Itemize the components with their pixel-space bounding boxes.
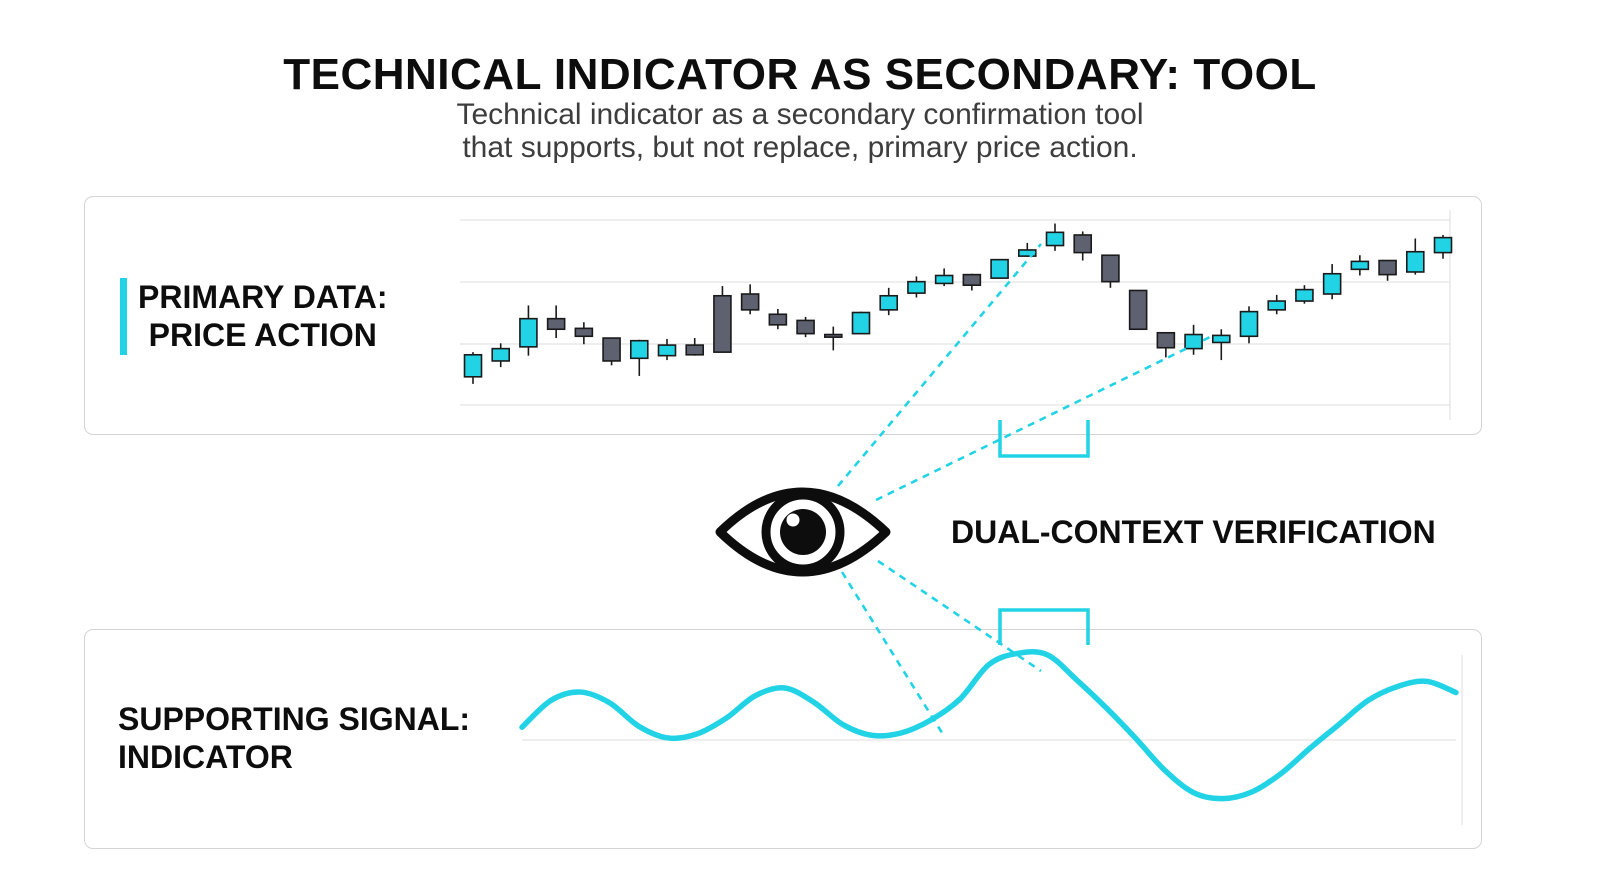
- candle: [1101, 254, 1120, 288]
- bearish-candle-body: [1156, 331, 1176, 349]
- candle: [990, 258, 1009, 279]
- candle: [1378, 259, 1397, 281]
- candle: [740, 284, 760, 315]
- connector-eye-to-indicator-trough: [840, 571, 946, 737]
- bearish-candle-body: [713, 294, 732, 353]
- indicator-panel: [84, 629, 1482, 849]
- bullish-candle-body: [1045, 231, 1065, 247]
- indicator-label-line-1: SUPPORTING SIGNAL:: [118, 701, 471, 737]
- candle: [713, 286, 732, 353]
- connector-lines: [837, 243, 1211, 737]
- page-title: TECHNICAL INDICATOR AS SECONDARY: TOOL: [283, 50, 1317, 99]
- bullish-candle-body: [1239, 310, 1259, 338]
- bearish-candle-body: [1101, 254, 1120, 283]
- price-action-label-line-2: PRICE ACTION: [148, 317, 377, 353]
- bullish-candle-body: [519, 317, 538, 348]
- bullish-candle-body: [934, 274, 954, 285]
- indicator-bracket: [998, 608, 1090, 645]
- connector-eye-to-price-peak: [837, 243, 1042, 487]
- bullish-candle-body: [1350, 260, 1370, 271]
- bullish-candle-body: [1017, 249, 1037, 257]
- bearish-candle-body: [962, 273, 982, 286]
- candle: [1405, 238, 1425, 275]
- candle: [1184, 324, 1203, 355]
- bullish-candle-body: [1184, 333, 1203, 350]
- candle: [768, 308, 788, 330]
- bullish-candle-body: [463, 353, 483, 378]
- candle: [602, 337, 621, 366]
- candle: [907, 276, 926, 298]
- bullish-candle-body: [1433, 236, 1453, 254]
- candle: [1045, 223, 1065, 251]
- candle: [1156, 331, 1176, 358]
- candle: [962, 273, 982, 291]
- candle: [1211, 329, 1231, 361]
- dual-context-verification-label: DUAL-CONTEXT VERIFICATION: [951, 514, 1436, 550]
- bearish-candle-body: [602, 337, 621, 362]
- candle: [574, 322, 594, 345]
- candle: [851, 311, 871, 335]
- price-chart-grid: [460, 210, 1451, 420]
- price-label-accent-bar: [120, 278, 127, 355]
- bullish-candle-body: [1211, 334, 1231, 344]
- bullish-candle-body: [1405, 250, 1425, 273]
- candle: [491, 343, 511, 368]
- bullish-candle-body: [657, 344, 677, 357]
- indicator-label-line-2: INDICATOR: [118, 739, 293, 775]
- candle: [823, 326, 843, 351]
- bearish-candle-body: [823, 333, 843, 338]
- bullish-candle-body: [851, 311, 871, 335]
- bearish-candle-body: [1073, 234, 1093, 254]
- bearish-candle-body: [1378, 259, 1397, 276]
- bearish-candle-body: [1128, 289, 1148, 331]
- indicator-line: [519, 649, 1459, 802]
- price-action-label: PRIMARY DATA: PRICE ACTION: [138, 278, 387, 354]
- candle: [879, 287, 899, 316]
- candle: [1322, 264, 1342, 300]
- candle: [629, 339, 649, 376]
- candlestick-chart: [463, 223, 1453, 384]
- price-action-label-line-1: PRIMARY DATA:: [138, 279, 388, 315]
- bullish-candle-body: [1295, 288, 1314, 302]
- bearish-candle-body: [740, 293, 760, 311]
- connector-eye-to-price-trough: [875, 335, 1211, 502]
- eye-icon: [715, 487, 891, 577]
- bullish-candle-body: [1322, 272, 1342, 295]
- bullish-candle-body: [879, 294, 899, 311]
- page-subtitle-line-2: that supports, but not replace, primary …: [462, 131, 1138, 164]
- candle: [1017, 242, 1037, 257]
- price-bracket: [998, 420, 1090, 458]
- indicator-label: SUPPORTING SIGNAL: INDICATOR: [118, 700, 470, 776]
- candle: [546, 305, 566, 339]
- candle: [463, 352, 483, 384]
- candle: [1295, 285, 1314, 304]
- bearish-candle-body: [574, 327, 594, 338]
- bearish-candle-body: [685, 344, 705, 356]
- bullish-candle-body: [990, 258, 1009, 279]
- candle: [796, 316, 815, 338]
- candle: [1267, 294, 1287, 315]
- candle: [1433, 234, 1453, 259]
- bullish-candle-body: [491, 347, 511, 362]
- candle: [1128, 289, 1148, 331]
- bearish-candle-body: [796, 319, 815, 335]
- candle: [519, 305, 538, 356]
- connector-eye-to-indicator-peak: [877, 559, 1042, 673]
- bullish-candle-body: [907, 280, 926, 294]
- candle: [657, 338, 677, 361]
- candle: [1239, 306, 1259, 344]
- bearish-candle-body: [768, 313, 788, 326]
- bearish-candle-body: [546, 317, 566, 331]
- candle: [1350, 255, 1370, 276]
- bullish-candle-body: [1267, 300, 1287, 311]
- page-subtitle-line-1: Technical indicator as a secondary confi…: [456, 98, 1144, 131]
- candle: [1073, 231, 1093, 261]
- candle: [934, 268, 954, 287]
- candle: [685, 338, 705, 356]
- bullish-candle-body: [629, 339, 649, 360]
